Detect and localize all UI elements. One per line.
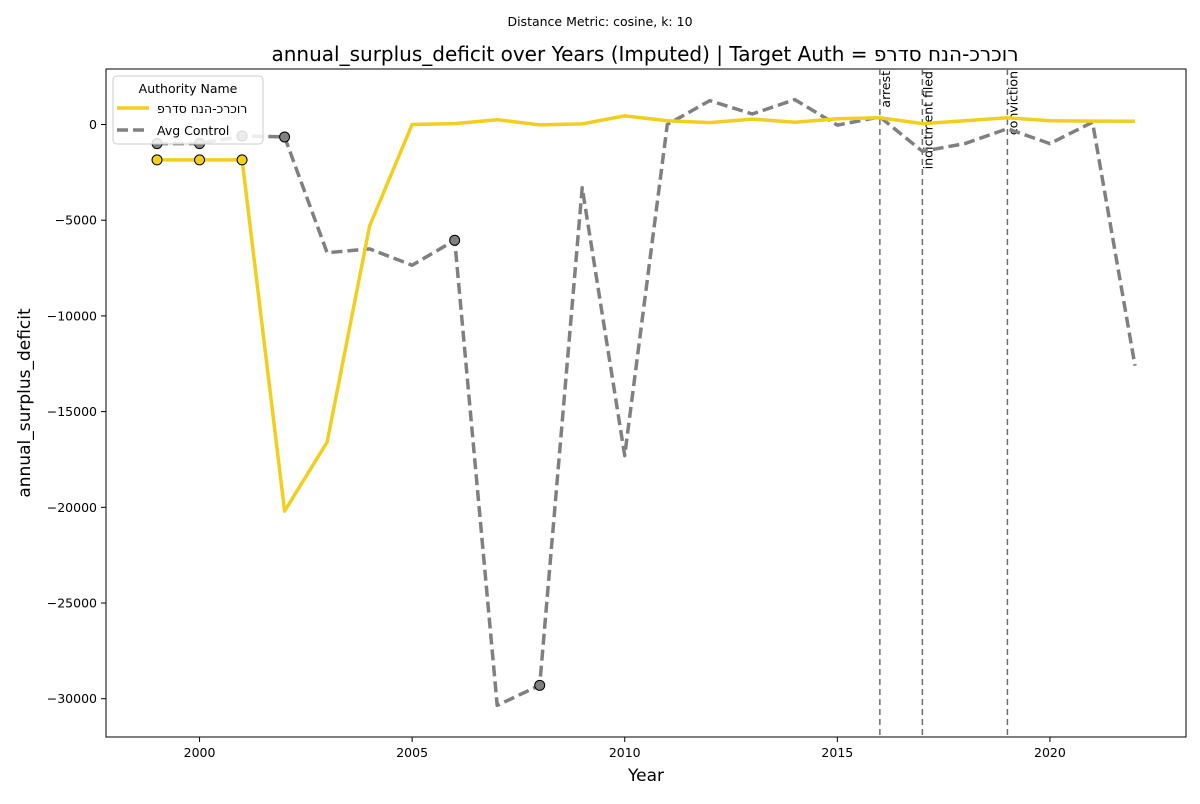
y-tick-label: −20000	[47, 500, 97, 515]
y-tick-label: −10000	[47, 308, 97, 323]
y-axis-label: annual_surplus_deficit	[15, 308, 35, 498]
chart-title: annual_surplus_deficit over Years (Imput…	[272, 42, 1019, 66]
y-tick-label: −5000	[55, 213, 97, 228]
x-axis-label: Year	[627, 766, 664, 786]
legend: Authority Name רוכרכ-הנח סדרפ Avg Contro…	[112, 75, 264, 145]
series-line-control	[157, 97, 1137, 708]
legend-label-target: רוכרכ-הנח סדרפ	[157, 101, 247, 116]
event-label: indictment filed	[920, 71, 935, 169]
y-axis-ticks: 0 −5000 −10000 −15000 −20000 −25000 −30000	[47, 117, 106, 706]
imputed-point-target	[151, 154, 163, 166]
imputed-point-control	[279, 131, 291, 143]
x-tick-label: 2010	[609, 745, 641, 760]
imputed-point-target	[236, 154, 248, 166]
x-tick-label: 2005	[396, 745, 428, 760]
x-axis-ticks: 2000 2005 2010 2015 2020	[184, 737, 1066, 760]
y-tick-label: −30000	[47, 691, 97, 706]
legend-title: Authority Name	[139, 81, 238, 96]
figure-suptitle: Distance Metric: cosine, k: 10	[507, 14, 692, 29]
imputed-point-target	[194, 154, 206, 166]
y-tick-label: 0	[89, 117, 97, 132]
imputed-point-control	[449, 234, 461, 246]
y-tick-label: −25000	[47, 596, 97, 611]
plot-area	[105, 68, 1187, 738]
x-tick-label: 2015	[821, 745, 853, 760]
event-lines: arrest indictment filed conviction	[878, 69, 1020, 737]
series-line-target	[157, 114, 1136, 513]
event-label: conviction	[1005, 71, 1020, 135]
event-label: arrest	[878, 71, 893, 108]
imputed-point-control	[534, 679, 546, 691]
x-tick-label: 2020	[1034, 745, 1066, 760]
x-tick-label: 2000	[184, 745, 216, 760]
plot-frame	[105, 68, 1187, 738]
y-tick-label: −15000	[47, 404, 97, 419]
legend-label-control: Avg Control	[157, 123, 229, 138]
legend-box	[112, 75, 264, 145]
